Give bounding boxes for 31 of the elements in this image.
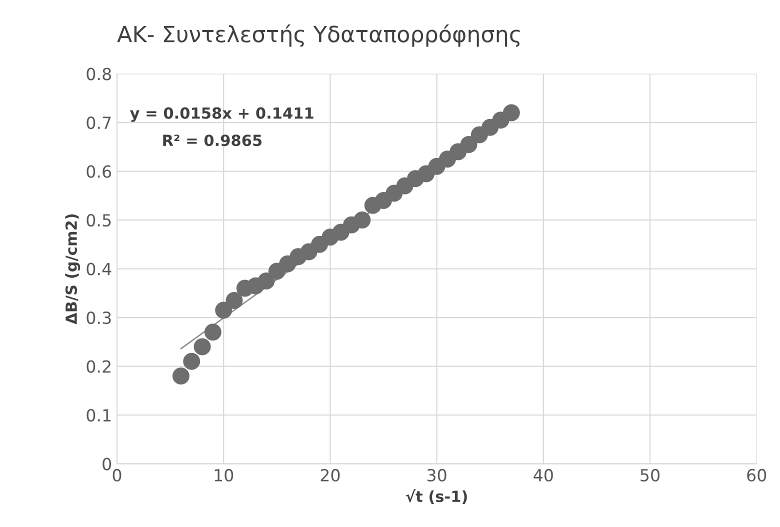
y-tick-label: 0.6 (86, 165, 112, 178)
y-tick-label: 0.1 (86, 408, 111, 422)
y-tick-label: 0.3 (86, 311, 111, 324)
x-tick-label: 20 (320, 468, 340, 482)
x-tick-label: 60 (747, 468, 766, 482)
point (258, 272, 275, 290)
point (460, 136, 478, 153)
y-tick-label: 0.8 (86, 68, 111, 80)
x-axis-title: √t (s-1) (406, 489, 467, 504)
point (215, 302, 232, 319)
point (183, 352, 200, 370)
point (354, 212, 371, 229)
y-tick-label: 0.2 (86, 360, 110, 373)
point (204, 324, 222, 341)
y-tick-label: 0.7 (86, 116, 111, 130)
point (172, 368, 190, 385)
x-tick-label: 10 (214, 468, 234, 482)
x-tick-label: 40 (534, 468, 553, 482)
point (194, 338, 211, 356)
x-tick-label: 0 (112, 468, 122, 482)
y-tick-label: 0.4 (86, 262, 112, 276)
annotation: R² = 0.9865 (163, 134, 262, 146)
y-tick-label: 0 (102, 458, 112, 470)
x-tick-label: 50 (640, 468, 660, 482)
y-axis-title: ΔB/S (g/cm2) (65, 214, 80, 324)
y-tick-label: 0.5 (86, 214, 111, 227)
chart-title: ΑΚ- Συντελεστής Υδαταπορρόφησης (117, 24, 520, 47)
x-tick-label: 30 (427, 468, 446, 482)
point (226, 292, 243, 309)
annotation: y = 0.0158x + 0.1411 (130, 107, 314, 122)
point (502, 104, 520, 122)
